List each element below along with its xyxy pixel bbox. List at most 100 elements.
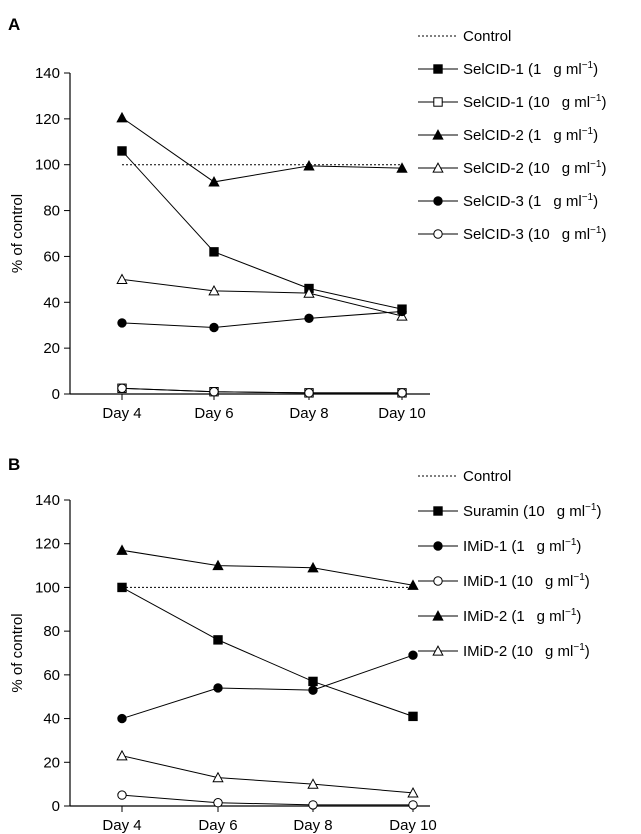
panel-b-legend-label: IMiD-2 (10 g ml−1) [463, 642, 590, 660]
panel-a-series-5-point [209, 322, 219, 333]
panel-a-series-6-point [117, 383, 127, 393]
panel-a-legend-label: SelCID-2 (10 g ml−1) [463, 159, 606, 177]
panel-b-series-1-point [213, 635, 223, 645]
panel-b-series-1-line [121, 586, 414, 717]
panel-a-legend-label: Control [463, 28, 511, 45]
panel-a-y-tick-label: 40 [43, 294, 60, 311]
panel-b-legend-marker [432, 645, 444, 656]
panel-b-series-1-point [117, 582, 127, 593]
panel-b-series-5-point [307, 778, 319, 789]
panel-b-series-3-line [121, 794, 413, 806]
panel-b-legend-item: IMiD-1 (10 g ml−1) [418, 572, 590, 590]
panel-b-legend-marker [433, 541, 443, 551]
panel-a-legend-item: SelCID-3 (1 g ml−1) [418, 192, 598, 210]
panel-b-legend-item: IMiD-2 (10 g ml−1) [418, 642, 590, 660]
panel-a-x-tick-label: Day 4 [102, 405, 141, 422]
panel-b-series-2-point [213, 683, 223, 693]
panel-b-y-tick-label: 0 [52, 798, 60, 815]
panel-b-legend-item: IMiD-2 (1 g ml−1) [418, 607, 581, 625]
panel-a-legend-label: SelCID-3 (1 g ml−1) [463, 192, 598, 210]
panel-b-legend-item: Control [418, 468, 511, 485]
panel-b-legend-label: Control [463, 468, 511, 485]
panel-b-series-3-point [408, 800, 418, 810]
panel-b-legend-marker [433, 576, 443, 586]
panel-a-series-4-point [116, 273, 128, 284]
panel-a-legend-marker [433, 229, 443, 239]
panel-a-x-tick-label: Day 6 [194, 405, 233, 422]
panel-b-series-4-line [121, 549, 414, 586]
panel-a-series-5-point [304, 313, 314, 324]
panel-a-series-6-point [397, 388, 407, 398]
panel-a-series-3-point [396, 162, 408, 173]
panel-a-series-1 [117, 146, 407, 314]
panel-a-series-4-line [121, 278, 403, 317]
panel-b-series-3-point [308, 800, 318, 810]
panel-b-y-tick-label: 80 [43, 623, 60, 640]
panel-b-series-5-point [212, 771, 224, 783]
panel-a-y-tick-label: 60 [43, 248, 60, 265]
panel-a-legend-marker [433, 64, 443, 74]
panel-b-series-2-line [121, 654, 414, 720]
panel-a-y-axis-label: % of control [9, 194, 26, 273]
panel-a-legend-marker [433, 196, 443, 206]
panel-b-y-tick-label: 40 [43, 711, 60, 728]
panel-a-series-3-point [208, 176, 220, 187]
panel-b-series-1-point [408, 711, 418, 722]
panel-a-series-5-point [397, 306, 407, 317]
panel-a-series-1-line [121, 150, 403, 310]
panel-a-y-tick-label: 0 [52, 386, 60, 403]
panel-b-legend-marker [432, 610, 444, 621]
panel-b-series-2 [117, 650, 418, 724]
panel-a-x-tick-label: Day 8 [289, 405, 328, 422]
panel-a-legend-label: SelCID-1 (10 g ml−1) [463, 93, 606, 111]
panel-b-x-tick-label: Day 6 [198, 817, 237, 834]
panel-b-legend-label: IMiD-1 (10 g ml−1) [463, 572, 590, 590]
panel-a-series-6-point [209, 387, 219, 397]
panel-a-legend-item: SelCID-1 (1 g ml−1) [418, 60, 598, 78]
panel-b-legend-marker [433, 506, 443, 516]
panel-b-y-tick-label: 100 [35, 579, 60, 596]
panel-b-series-5-point [116, 749, 128, 761]
panel-a-series-1-point [209, 247, 219, 257]
panel-b-series-4-point [407, 579, 419, 590]
panel-b-series-4-point [212, 559, 224, 571]
panel-b-series-2-point [308, 685, 318, 695]
panel-b-series-3 [117, 790, 418, 810]
panel-b-series-1 [117, 582, 418, 722]
panel-b-series-4-point [116, 544, 128, 555]
panel-b-series-5 [116, 749, 419, 798]
panel-a-y-tick-label: 20 [43, 340, 60, 357]
panel-a-series-3 [116, 111, 408, 187]
panel-b-series-1-point [308, 676, 318, 687]
panel-a-y-tick-label: 100 [35, 157, 60, 174]
panel-b-y-tick-label: 140 [35, 492, 60, 509]
panel-a-letter: A [8, 15, 20, 34]
panel-a-series-6-line [121, 387, 402, 394]
panel-a-legend-item: SelCID-2 (1 g ml−1) [418, 126, 598, 144]
panel-b-series-3-point [213, 798, 223, 808]
panel-b-legend-item: Suramin (10 g ml−1) [418, 502, 601, 520]
panel-b-y-axis-label: % of control [9, 613, 26, 692]
panel-a-series-4-point [208, 284, 220, 296]
panel-b-series-4 [116, 544, 419, 590]
panel-b-y-tick-label: 20 [43, 754, 60, 771]
panel-a-legend-item: SelCID-2 (10 g ml−1) [418, 159, 606, 177]
panel-b-series-5-line [121, 755, 414, 794]
panel-a-legend-marker [433, 97, 443, 107]
panel-a-legend-label: SelCID-1 (1 g ml−1) [463, 60, 598, 78]
panel-b-y-tick-label: 60 [43, 667, 60, 684]
panel-a-x-tick-label: Day 10 [378, 405, 426, 422]
panel-b-legend-label: IMiD-2 (1 g ml−1) [463, 607, 581, 625]
panel-a-series-2 [117, 383, 407, 398]
panel-a-y-tick-label: 80 [43, 203, 60, 220]
panel-b-legend-item: IMiD-1 (1 g ml−1) [418, 537, 581, 555]
panel-a: A 0 20 40 60 80 100 120 140 Day 4 Day 6 Day 8 Day 10… [8, 15, 606, 422]
panel-b: B 0 20 40 60 80 100 120 140 Day 4 Day 6 Day 8 Day 10… [8, 455, 601, 834]
panel-a-series-3-line [121, 117, 403, 183]
panel-a-y-tick-label: 120 [35, 111, 60, 128]
panel-a-series-3-point [303, 159, 315, 171]
panel-a-legend-marker [432, 129, 444, 140]
panel-b-legend-label: IMiD-1 (1 g ml−1) [463, 537, 581, 555]
panel-b-series-2-point [117, 713, 127, 724]
